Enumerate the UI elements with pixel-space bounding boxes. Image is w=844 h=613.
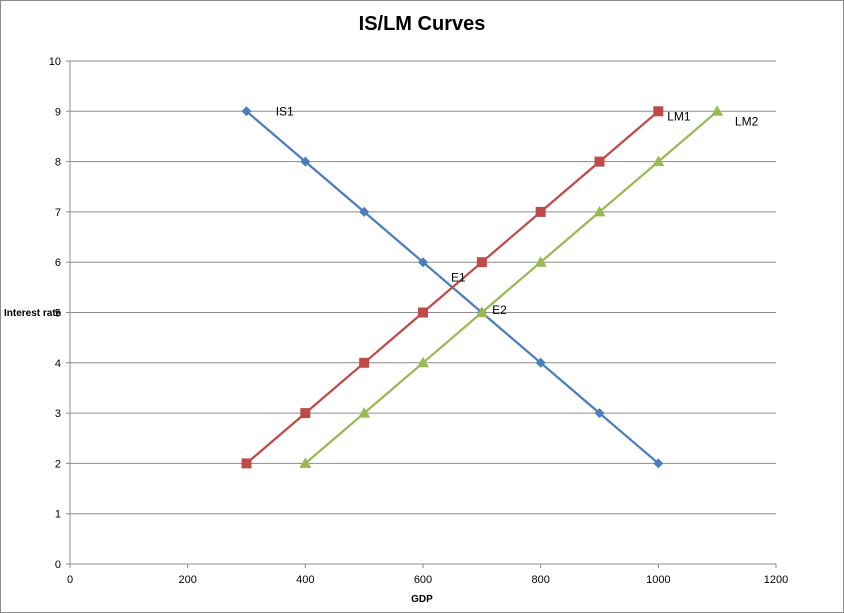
data-point: [475, 306, 488, 317]
y-tick-label: 4: [55, 358, 61, 370]
data-point: [417, 356, 429, 368]
data-point: [241, 106, 252, 117]
y-tick-label: 9: [55, 106, 61, 118]
y-tick-label: 8: [55, 157, 61, 169]
axes: [66, 60, 777, 568]
data-point: [299, 457, 312, 468]
y-tick-label: 0: [55, 559, 61, 571]
data-point: [300, 408, 311, 419]
x-tick-label: 0: [67, 574, 73, 586]
x-tick-label: 400: [296, 574, 314, 586]
data-point: [653, 106, 664, 117]
y-tick-label: 1: [55, 509, 61, 521]
y-tick-label: 2: [55, 458, 61, 470]
gridlines: [70, 60, 776, 515]
x-tick-label: 1200: [764, 574, 788, 586]
y-tick-label: 5: [55, 308, 61, 320]
series-line: [304, 110, 718, 465]
data-point: [418, 307, 428, 318]
series-lm1: [241, 106, 664, 469]
series-group: [241, 105, 724, 469]
data-point: [652, 155, 665, 167]
data-point: [535, 206, 546, 217]
x-tick-label: 200: [178, 574, 196, 586]
data-point: [241, 458, 252, 469]
data-point: [594, 408, 605, 419]
y-axis-title: Interest rate: [4, 308, 62, 319]
x-tick-labels: 0 200 400 600 800 1000 1200: [67, 574, 788, 586]
annotation-lm1: LM1: [667, 109, 691, 123]
data-point: [300, 156, 311, 167]
data-point: [653, 458, 664, 469]
y-tick-label: 3: [55, 408, 61, 420]
data-point: [359, 357, 370, 368]
data-point: [418, 257, 428, 268]
data-point: [359, 206, 370, 217]
data-point: [534, 256, 547, 267]
chart-title: IS/LM Curves: [359, 13, 486, 35]
data-point: [593, 205, 606, 217]
data-point: [711, 105, 724, 116]
annotation-lm2: LM2: [735, 114, 759, 128]
data-point: [358, 407, 371, 418]
x-tick-label: 1000: [646, 574, 670, 586]
data-point: [594, 156, 605, 167]
series-lm2: [299, 105, 724, 468]
y-tick-label: 7: [55, 207, 61, 219]
annotation-is1: IS1: [276, 104, 294, 118]
data-point: [476, 257, 487, 268]
annotation-e1: E1: [451, 270, 466, 284]
data-point: [535, 357, 546, 368]
x-tick-label: 800: [531, 574, 549, 586]
annotation-labels: IS1 LM1 LM2 E1 E2: [276, 104, 759, 317]
annotation-e2: E2: [492, 303, 507, 317]
y-tick-label: 6: [55, 257, 61, 269]
x-tick-label: 600: [414, 574, 432, 586]
y-tick-label: 10: [49, 56, 61, 68]
series-line: [245, 110, 660, 465]
y-tick-labels: 0 1 2 3 4 5 6 7 8 9 10: [49, 56, 61, 571]
x-axis-title: GDP: [411, 594, 433, 605]
